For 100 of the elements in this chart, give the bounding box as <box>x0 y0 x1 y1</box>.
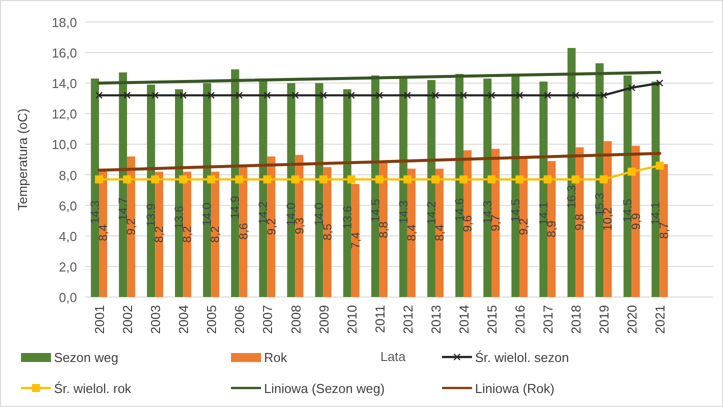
point <box>319 175 328 184</box>
x-tick-label: 2021 <box>652 305 668 334</box>
point <box>208 92 215 99</box>
bar <box>315 83 324 297</box>
bar <box>239 166 248 297</box>
data-label: 14,2 <box>424 200 438 225</box>
bar <box>343 89 352 297</box>
point <box>263 175 272 184</box>
bar <box>351 184 360 297</box>
y-tick-label: 14,0 <box>52 76 77 92</box>
point <box>431 175 440 184</box>
data-label: 8,4 <box>96 224 110 242</box>
point <box>544 92 552 99</box>
data-label: 8,2 <box>208 226 222 243</box>
data-label: 14,0 <box>200 202 214 226</box>
x-tick-label: 2004 <box>176 305 192 334</box>
bar <box>287 83 296 297</box>
point <box>460 92 468 99</box>
point <box>600 92 608 99</box>
point <box>516 175 524 184</box>
data-label: 14,9 <box>228 196 242 220</box>
x-tick-label: 2008 <box>288 305 304 334</box>
point <box>95 175 104 184</box>
legend-label: Sezon weg <box>54 350 118 365</box>
bar <box>604 141 612 297</box>
point <box>628 84 636 92</box>
point <box>123 92 131 99</box>
point <box>347 175 356 184</box>
bar <box>90 78 100 297</box>
point <box>600 175 608 184</box>
y-tick-label: 2,0 <box>58 259 77 274</box>
data-label: 13,6 <box>340 205 354 230</box>
point <box>488 175 496 184</box>
y-tick-label: 8,0 <box>58 168 77 183</box>
x-tick-label: 2011 <box>372 305 388 333</box>
point <box>488 92 496 99</box>
point <box>656 80 664 87</box>
data-label: 8,8 <box>376 221 390 238</box>
y-axis-title: Temperatura (oC) <box>15 108 30 210</box>
x-tick-label: 2010 <box>344 305 360 334</box>
point <box>459 175 468 184</box>
data-label: 8,4 <box>404 224 418 242</box>
x-tick-label: 2018 <box>568 305 584 334</box>
legend-label: Liniowa (Rok) <box>475 381 554 396</box>
data-label: 8,4 <box>432 224 447 242</box>
legend-label: Śr. wielol. rok <box>54 381 132 396</box>
bar <box>211 172 220 297</box>
x-tick-label: 2012 <box>400 305 416 334</box>
point <box>572 92 580 99</box>
data-label: 16,3 <box>564 184 579 208</box>
data-label: 8,2 <box>180 226 194 243</box>
x-tick-label: 2006 <box>232 305 248 334</box>
bar <box>371 75 380 297</box>
point <box>376 92 383 99</box>
point <box>403 175 412 184</box>
point <box>291 175 300 184</box>
point <box>628 168 636 176</box>
bar <box>652 82 660 297</box>
x-tick-label: 2015 <box>484 305 500 334</box>
point <box>375 175 384 184</box>
y-tick-label: 12,0 <box>52 106 77 122</box>
data-label: 9,8 <box>572 213 587 230</box>
x-tick-label: 2017 <box>540 305 556 334</box>
point <box>572 175 580 184</box>
data-label: 9,2 <box>124 218 138 236</box>
x-axis-title: Lata <box>380 349 406 364</box>
data-label: 13,9 <box>144 203 158 227</box>
legend-label: Liniowa (Sezon weg) <box>264 381 385 396</box>
point <box>95 92 103 99</box>
point <box>264 92 271 99</box>
bar <box>183 172 192 297</box>
x-tick-label: 2013 <box>428 305 444 334</box>
data-label: 14,5 <box>368 198 382 222</box>
y-tick-label: 10,0 <box>52 137 77 152</box>
point <box>516 92 524 99</box>
x-tick-label: 2002 <box>120 305 136 334</box>
x-tick-label: 2001 <box>92 305 108 334</box>
x-tick-label: 2020 <box>624 305 640 334</box>
data-label: 7,4 <box>348 232 362 249</box>
data-label: 14,3 <box>396 200 410 224</box>
y-tick-label: 0,0 <box>58 290 77 305</box>
x-tick-label: 2019 <box>596 305 612 334</box>
bar <box>576 147 584 297</box>
point <box>656 162 664 170</box>
y-tick-label: 16,0 <box>52 46 77 61</box>
point <box>348 92 355 99</box>
point <box>123 175 132 184</box>
data-label: 8,2 <box>152 226 166 243</box>
y-tick-label: 18,0 <box>52 15 77 30</box>
x-tick-label: 2007 <box>260 305 276 334</box>
point <box>236 92 243 99</box>
point <box>179 175 188 184</box>
x-tick-label: 2014 <box>456 305 472 334</box>
point <box>151 92 159 99</box>
point <box>292 92 299 99</box>
point <box>180 92 187 99</box>
bar <box>660 164 668 297</box>
x-tick-label: 2009 <box>316 305 332 334</box>
legend-label: Rok <box>264 350 288 365</box>
x-tick-label: 2005 <box>204 305 220 334</box>
